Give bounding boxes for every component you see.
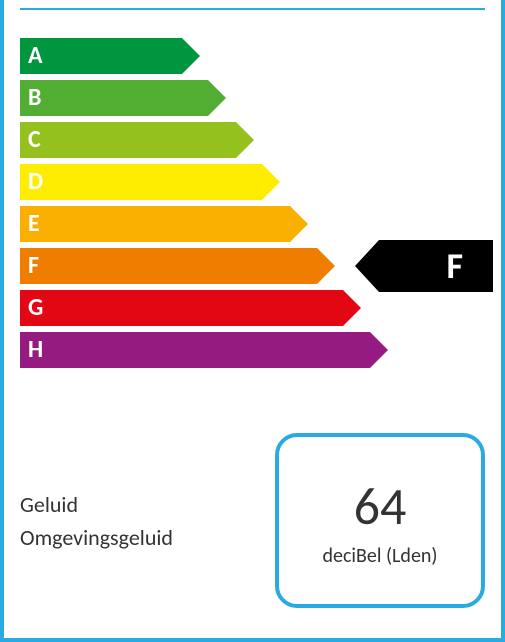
- rating-indicator: F: [355, 240, 493, 292]
- rating-bar-c: [20, 122, 254, 158]
- rating-bar-label: E: [28, 206, 40, 242]
- caption-line1: Geluid: [20, 488, 173, 521]
- rating-bar-label: A: [28, 38, 43, 74]
- bar-row: D: [4, 164, 501, 200]
- label-frame: ABCDEFGHF Geluid Omgevingsgeluid 64 deci…: [0, 0, 505, 642]
- rating-bars: ABCDEFGHF: [4, 38, 501, 368]
- bar-row: E: [4, 206, 501, 242]
- rating-bar-e: [20, 206, 308, 242]
- rating-bar-g: [20, 290, 361, 326]
- bar-row: G: [4, 290, 501, 326]
- rating-bar-label: C: [28, 122, 41, 158]
- captions: Geluid Omgevingsgeluid: [20, 488, 173, 554]
- rating-bar-a: [20, 38, 200, 74]
- rating-bar-label: D: [28, 164, 43, 200]
- value-box: 64 deciBel (Lden): [275, 433, 485, 608]
- rating-bar-d: [20, 164, 280, 200]
- rating-bar-label: F: [28, 248, 39, 284]
- bottom-section: Geluid Omgevingsgeluid 64 deciBel (Lden): [20, 433, 485, 608]
- rating-bar-h: [20, 332, 388, 368]
- rating-bar-label: G: [28, 290, 43, 326]
- rating-bar-f: [20, 248, 335, 284]
- bar-row: B: [4, 80, 501, 116]
- rating-bar-label: H: [28, 332, 43, 368]
- bar-row: C: [4, 122, 501, 158]
- bar-row: A: [4, 38, 501, 74]
- value-number: 64: [354, 474, 407, 538]
- value-unit: deciBel (Lden): [323, 544, 438, 568]
- rating-bar-label: B: [28, 80, 41, 116]
- bar-row: H: [4, 332, 501, 368]
- rating-bar-b: [20, 80, 226, 116]
- top-rule: [20, 8, 485, 10]
- rating-indicator-label: F: [446, 240, 463, 292]
- caption-line2: Omgevingsgeluid: [20, 521, 173, 554]
